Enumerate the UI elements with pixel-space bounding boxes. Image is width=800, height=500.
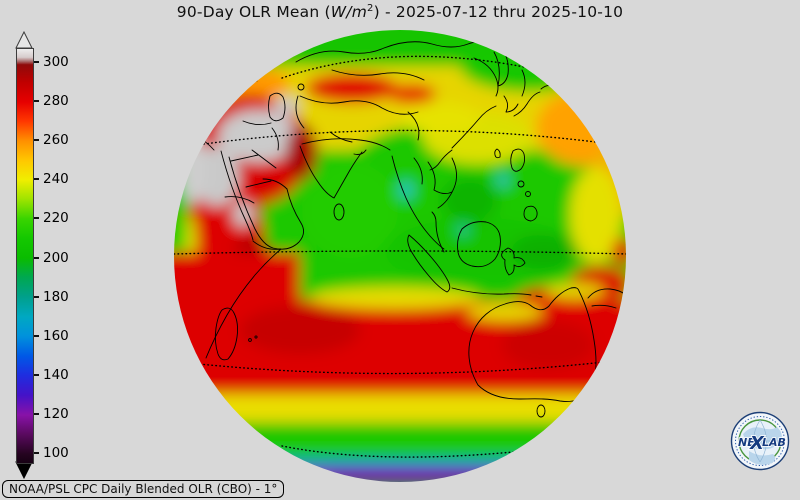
colorbar-tick-mark: [34, 334, 39, 337]
colorbar-tick-label: 220: [43, 210, 69, 227]
nexlab-logo: NE X LAB: [730, 411, 790, 471]
logo-text-ring: [735, 416, 785, 466]
colorbar-tick-label: 260: [43, 132, 69, 149]
colorbar-tick-mark: [34, 412, 39, 415]
colorbar-tick-label: 100: [43, 445, 69, 461]
colorbar-tick-mark: [34, 139, 39, 142]
latitude-lines: [174, 55, 626, 458]
colorbar-bar: [16, 48, 34, 464]
chart-title-text: 90-Day OLR Mean (: [176, 3, 331, 22]
chart-title-units: W/m: [330, 3, 368, 22]
logo-wordmark: NE X LAB: [737, 432, 787, 455]
colorbar-tick-label: 160: [43, 327, 69, 344]
colorbar-tick-mark: [34, 256, 39, 259]
colorbar-tick-mark: [34, 61, 39, 63]
logo-globe-map: [740, 419, 782, 465]
colorbar-tick-label: 120: [43, 405, 69, 422]
colorbar-tick-mark: [34, 373, 39, 376]
logo-text-lab: LAB: [762, 436, 786, 449]
colorbar-tick-label: 300: [43, 54, 69, 70]
colorbar-tick-mark: [34, 217, 39, 220]
colorbar-tick-label: 140: [43, 366, 69, 383]
colorbar-tick-mark: [34, 452, 39, 454]
colorbar-tick-label: 200: [43, 249, 69, 266]
colorbar-tick-mark: [34, 100, 39, 103]
colorbar-tick-mark: [34, 178, 39, 181]
colorbar-tick-label: 180: [43, 288, 69, 305]
logo-text-ne: NE: [738, 436, 755, 449]
colorbar-tick-mark: [34, 295, 39, 298]
colorbar-tick-label: 240: [43, 171, 69, 188]
colorbar-tick-label: 280: [43, 93, 69, 110]
chart-title: 90-Day OLR Mean (W/m2) - 2025-07-12 thru…: [0, 3, 800, 21]
chart-title-dates: ) - 2025-07-12 thru 2025-10-10: [373, 3, 624, 22]
logo-text-x: X: [749, 433, 765, 454]
olr-field: [174, 30, 626, 482]
colorbar: 300 280 260 240 220 200 180 160 140 120 100: [0, 0, 100, 500]
colorbar-under-arrow: [15, 461, 33, 480]
data-source-caption: NOAA/PSL CPC Daily Blended OLR (CBO) - 1…: [2, 480, 285, 498]
colorbar-over-arrow: [15, 30, 33, 49]
chart-title-units-exponent: 2: [367, 3, 374, 14]
